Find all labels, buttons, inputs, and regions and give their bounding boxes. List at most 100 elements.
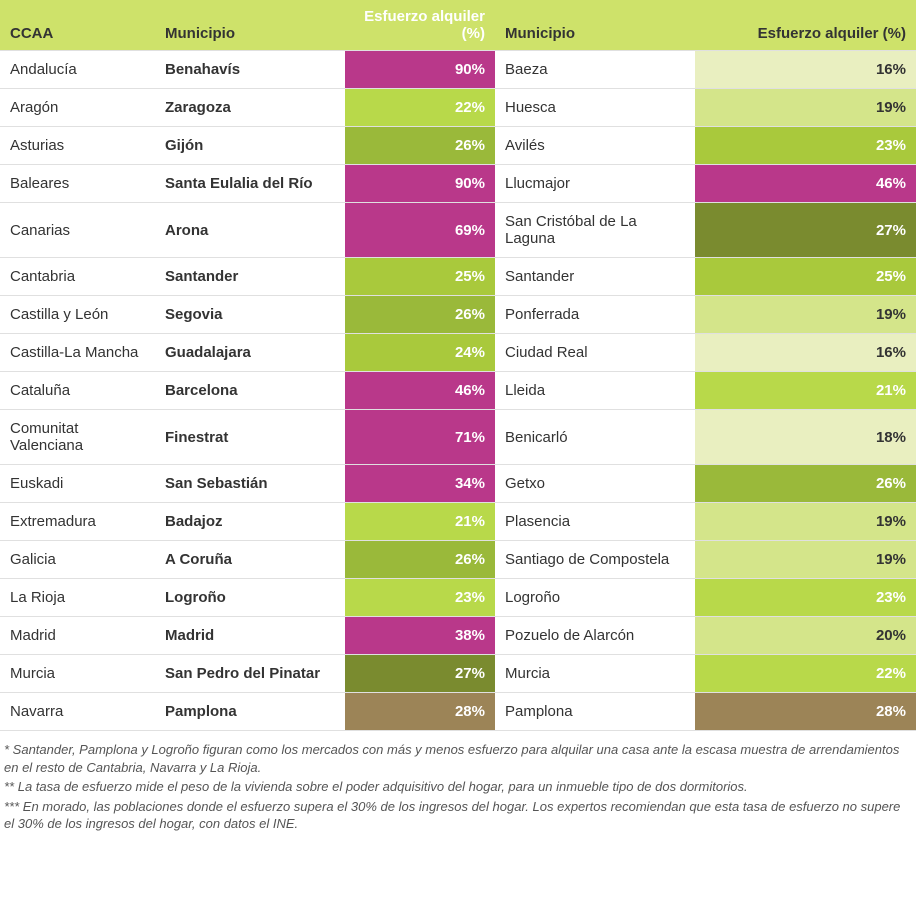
- cell-pct2: 21%: [695, 372, 916, 410]
- cell-pct1: 27%: [345, 655, 495, 693]
- header-muni2: Municipio: [495, 0, 695, 51]
- cell-muni2: Pozuelo de Alarcón: [495, 617, 695, 655]
- table-row: NavarraPamplona28%Pamplona28%: [0, 693, 916, 731]
- cell-muni2: Lleida: [495, 372, 695, 410]
- cell-pct1: 38%: [345, 617, 495, 655]
- cell-pct2: 27%: [695, 203, 916, 258]
- cell-ccaa: Cataluña: [0, 372, 155, 410]
- cell-muni1: Pamplona: [155, 693, 345, 731]
- cell-muni2: Santiago de Compostela: [495, 541, 695, 579]
- cell-ccaa: Galicia: [0, 541, 155, 579]
- cell-ccaa: Castilla-La Mancha: [0, 334, 155, 372]
- cell-muni1: Benahavís: [155, 51, 345, 89]
- cell-pct1: 23%: [345, 579, 495, 617]
- table-row: MadridMadrid38%Pozuelo de Alarcón20%: [0, 617, 916, 655]
- cell-pct2: 19%: [695, 296, 916, 334]
- cell-pct1: 22%: [345, 89, 495, 127]
- cell-ccaa: Canarias: [0, 203, 155, 258]
- header-ccaa: CCAA: [0, 0, 155, 51]
- cell-ccaa: Cantabria: [0, 258, 155, 296]
- cell-pct1: 26%: [345, 296, 495, 334]
- cell-pct2: 18%: [695, 410, 916, 465]
- cell-muni2: Santander: [495, 258, 695, 296]
- cell-muni2: Logroño: [495, 579, 695, 617]
- table-row: EuskadiSan Sebastián34%Getxo26%: [0, 465, 916, 503]
- table-row: CataluñaBarcelona46%Lleida21%: [0, 372, 916, 410]
- cell-pct2: 16%: [695, 51, 916, 89]
- cell-ccaa: Aragón: [0, 89, 155, 127]
- footnotes: * Santander, Pamplona y Logroño figuran …: [0, 731, 916, 833]
- cell-ccaa: Murcia: [0, 655, 155, 693]
- table-row: AsturiasGijón26%Avilés23%: [0, 127, 916, 165]
- cell-muni2: Ponferrada: [495, 296, 695, 334]
- cell-muni1: Arona: [155, 203, 345, 258]
- cell-muni1: Madrid: [155, 617, 345, 655]
- table-header-row: CCAA Municipio Esfuerzo alquiler (%) Mun…: [0, 0, 916, 51]
- cell-muni2: Ciudad Real: [495, 334, 695, 372]
- cell-muni2: Getxo: [495, 465, 695, 503]
- table-row: CanariasArona69%San Cristóbal de La Lagu…: [0, 203, 916, 258]
- cell-muni2: Avilés: [495, 127, 695, 165]
- cell-muni2: Benicarló: [495, 410, 695, 465]
- cell-pct2: 19%: [695, 503, 916, 541]
- cell-pct1: 21%: [345, 503, 495, 541]
- cell-ccaa: Extremadura: [0, 503, 155, 541]
- table-row: MurciaSan Pedro del Pinatar27%Murcia22%: [0, 655, 916, 693]
- table-row: La RiojaLogroño23%Logroño23%: [0, 579, 916, 617]
- cell-pct2: 22%: [695, 655, 916, 693]
- cell-pct2: 23%: [695, 127, 916, 165]
- cell-ccaa: Navarra: [0, 693, 155, 731]
- cell-pct1: 46%: [345, 372, 495, 410]
- footnote-line: ** La tasa de esfuerzo mide el peso de l…: [4, 778, 912, 796]
- cell-ccaa: Andalucía: [0, 51, 155, 89]
- cell-muni1: Logroño: [155, 579, 345, 617]
- table-row: ExtremaduraBadajoz21%Plasencia19%: [0, 503, 916, 541]
- cell-pct2: 26%: [695, 465, 916, 503]
- table-row: GaliciaA Coruña26%Santiago de Compostela…: [0, 541, 916, 579]
- cell-pct1: 25%: [345, 258, 495, 296]
- cell-pct1: 90%: [345, 165, 495, 203]
- table-row: BalearesSanta Eulalia del Río90%Llucmajo…: [0, 165, 916, 203]
- cell-muni1: A Coruña: [155, 541, 345, 579]
- cell-pct2: 23%: [695, 579, 916, 617]
- cell-pct2: 19%: [695, 541, 916, 579]
- cell-muni2: Baeza: [495, 51, 695, 89]
- cell-pct1: 24%: [345, 334, 495, 372]
- cell-pct1: 26%: [345, 127, 495, 165]
- table-body: AndalucíaBenahavís90%Baeza16%AragónZarag…: [0, 51, 916, 731]
- cell-muni2: Huesca: [495, 89, 695, 127]
- cell-muni1: Barcelona: [155, 372, 345, 410]
- cell-pct2: 46%: [695, 165, 916, 203]
- esfuerzo-alquiler-table: CCAA Municipio Esfuerzo alquiler (%) Mun…: [0, 0, 916, 731]
- cell-muni1: Segovia: [155, 296, 345, 334]
- cell-pct2: 16%: [695, 334, 916, 372]
- table-row: Comunitat ValencianaFinestrat71%Benicarl…: [0, 410, 916, 465]
- cell-ccaa: Madrid: [0, 617, 155, 655]
- cell-ccaa: Baleares: [0, 165, 155, 203]
- cell-ccaa: La Rioja: [0, 579, 155, 617]
- cell-muni1: Zaragoza: [155, 89, 345, 127]
- header-pct2: Esfuerzo alquiler (%): [695, 0, 916, 51]
- cell-muni1: Santa Eulalia del Río: [155, 165, 345, 203]
- cell-ccaa: Comunitat Valenciana: [0, 410, 155, 465]
- cell-muni1: San Sebastián: [155, 465, 345, 503]
- cell-muni2: San Cristóbal de La Laguna: [495, 203, 695, 258]
- cell-muni1: Santander: [155, 258, 345, 296]
- cell-pct2: 19%: [695, 89, 916, 127]
- cell-muni1: Finestrat: [155, 410, 345, 465]
- cell-muni1: San Pedro del Pinatar: [155, 655, 345, 693]
- cell-pct2: 25%: [695, 258, 916, 296]
- table-row: AndalucíaBenahavís90%Baeza16%: [0, 51, 916, 89]
- table-row: AragónZaragoza22%Huesca19%: [0, 89, 916, 127]
- footnote-line: *** En morado, las poblaciones donde el …: [4, 798, 912, 833]
- cell-muni1: Guadalajara: [155, 334, 345, 372]
- cell-pct1: 69%: [345, 203, 495, 258]
- table-row: CantabriaSantander25%Santander25%: [0, 258, 916, 296]
- cell-ccaa: Castilla y León: [0, 296, 155, 334]
- cell-muni1: Badajoz: [155, 503, 345, 541]
- cell-muni1: Gijón: [155, 127, 345, 165]
- cell-ccaa: Asturias: [0, 127, 155, 165]
- cell-pct1: 26%: [345, 541, 495, 579]
- cell-pct2: 20%: [695, 617, 916, 655]
- cell-muni2: Llucmajor: [495, 165, 695, 203]
